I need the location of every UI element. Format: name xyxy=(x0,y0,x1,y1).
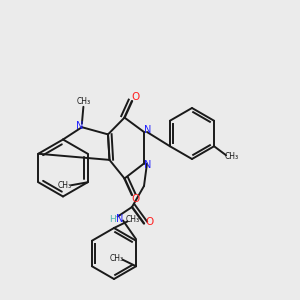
Text: N: N xyxy=(116,214,124,224)
Text: O: O xyxy=(145,217,154,227)
Text: O: O xyxy=(131,92,140,103)
Text: CH₃: CH₃ xyxy=(76,97,91,106)
Text: CH₃: CH₃ xyxy=(224,152,239,161)
Text: H: H xyxy=(109,214,116,224)
Text: N: N xyxy=(144,125,151,136)
Text: CH₃: CH₃ xyxy=(126,215,140,224)
Text: CH₃: CH₃ xyxy=(110,254,124,263)
Text: CH₃: CH₃ xyxy=(58,181,72,190)
Text: O: O xyxy=(131,194,140,204)
Text: N: N xyxy=(76,121,83,131)
Text: N: N xyxy=(144,160,151,170)
